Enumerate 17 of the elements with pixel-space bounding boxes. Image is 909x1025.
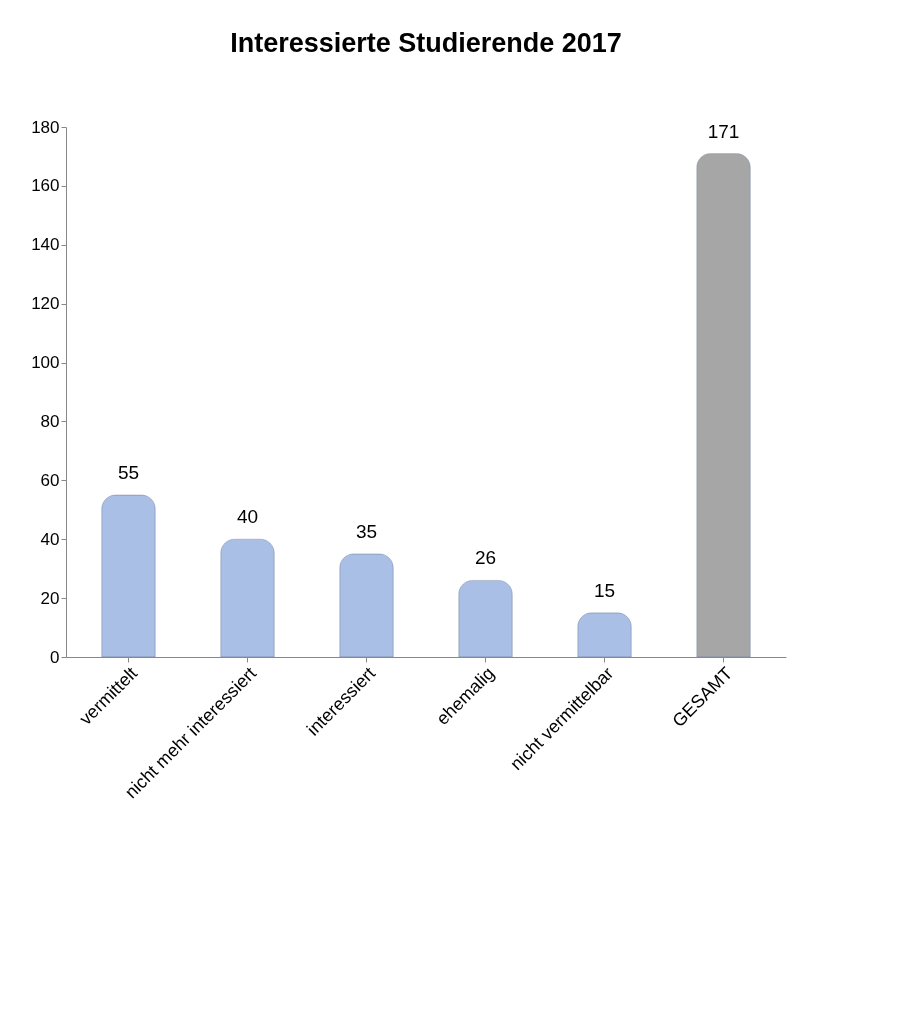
data-label: 35 xyxy=(355,520,378,542)
data-label: 40 xyxy=(236,506,259,528)
y-tick-label: 40 xyxy=(40,529,60,549)
data-label: 55 xyxy=(117,462,140,484)
y-tick-label: 180 xyxy=(31,117,60,137)
y-tick-label: 140 xyxy=(31,235,60,255)
y-tick-label: 60 xyxy=(40,470,60,490)
data-label: 171 xyxy=(707,120,740,142)
y-tick-label: 0 xyxy=(50,647,60,667)
y-tick-label: 160 xyxy=(31,176,60,196)
chart-title: Interessierte Studierende 2017 xyxy=(230,28,622,58)
y-tick-label: 80 xyxy=(40,411,60,431)
y-tick-label: 120 xyxy=(31,294,60,314)
data-label: 15 xyxy=(593,579,616,601)
data-label: 26 xyxy=(474,547,497,569)
y-tick-label: 100 xyxy=(31,353,60,373)
y-tick-label: 20 xyxy=(40,588,60,608)
